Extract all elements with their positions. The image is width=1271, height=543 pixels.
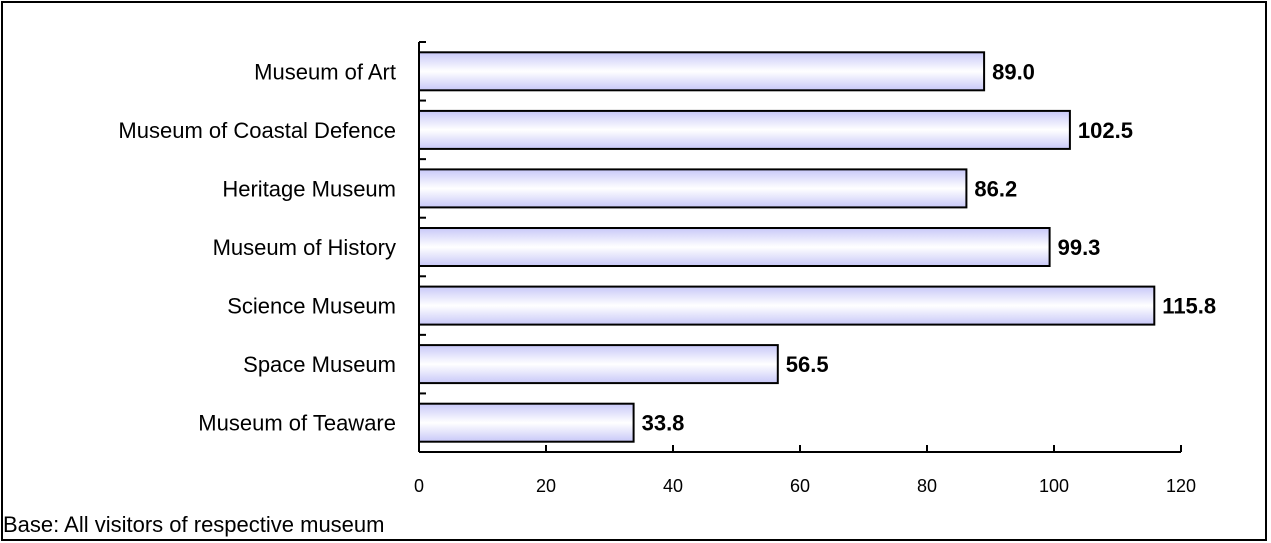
bar <box>418 168 968 209</box>
bar-value-label: 56.5 <box>786 352 829 377</box>
x-tick-label: 120 <box>1166 476 1196 496</box>
bars-layer: 89.0 102.5 86.2 99.3 115.8 56.5 33.8 <box>418 51 1216 443</box>
category-label: Space Museum <box>243 352 396 377</box>
bar <box>418 285 1156 326</box>
bar <box>418 227 1051 267</box>
bar <box>418 344 779 385</box>
bar-value-label: 89.0 <box>992 59 1035 84</box>
bar-value-label: 102.5 <box>1078 118 1133 143</box>
bar-value-label: 86.2 <box>974 176 1017 201</box>
x-tick-label: 20 <box>536 476 556 496</box>
bar <box>418 109 1071 150</box>
category-label: Science Museum <box>227 294 396 319</box>
category-label: Museum of History <box>213 235 396 260</box>
x-tick-label: 100 <box>1039 476 1069 496</box>
x-tick-label: 0 <box>414 476 424 496</box>
bar <box>418 402 635 443</box>
bar-value-label: 33.8 <box>642 411 685 436</box>
footnote: Base: All visitors of respective museum <box>3 512 385 537</box>
bar-value-label: 99.3 <box>1058 235 1101 260</box>
x-tick-label: 60 <box>790 476 810 496</box>
category-label: Museum of Teaware <box>198 411 396 436</box>
x-tick-label: 40 <box>663 476 683 496</box>
x-tick-label: 80 <box>917 476 937 496</box>
bar <box>418 51 986 92</box>
category-label: Heritage Museum <box>222 176 396 201</box>
axes-layer: Museum of Art Museum of Coastal Defence He… <box>118 41 1196 496</box>
category-label: Museum of Art <box>254 59 396 84</box>
category-label: Museum of Coastal Defence <box>118 118 396 143</box>
bar-value-label: 115.8 <box>1162 294 1216 319</box>
